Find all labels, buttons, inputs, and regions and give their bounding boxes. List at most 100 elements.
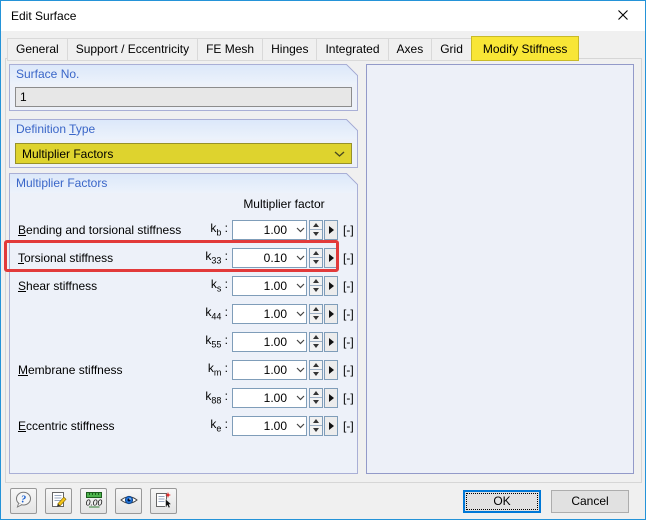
k33-spinner[interactable] [309,247,323,268]
row-label: Eccentric stiffness [18,418,115,433]
multiplier-factor-column-header: Multiplier factor [243,197,325,211]
row-symbol: k55 : [205,333,228,350]
unit-label: [-] [343,334,354,349]
comment-button[interactable] [45,488,72,514]
spin-up-icon[interactable] [310,277,322,286]
tab-grid[interactable]: Grid [431,38,472,61]
spin-down-icon[interactable] [310,426,322,435]
spin-up-icon[interactable] [310,417,322,426]
row-k88: k88 : 1.00 [-] [18,387,357,408]
spin-up-icon[interactable] [310,389,322,398]
multiplier-factors-group: Multiplier Factors Multiplier factor Ben… [4,173,358,474]
spin-up-icon[interactable] [310,361,322,370]
chevron-down-icon [294,283,306,289]
tab-page: Surface No. 1 Definition Type Multiplier… [4,58,642,483]
unit-label: [-] [343,278,354,293]
chevron-down-icon [294,367,306,373]
titlebar: Edit Surface [1,1,645,31]
tab-integrated[interactable]: Integrated [316,38,389,61]
ok-button[interactable]: OK [463,489,541,513]
k55-combobox[interactable]: 1.00 [232,331,307,352]
spin-down-icon[interactable] [310,286,322,295]
definition-type-value: Multiplier Factors [22,146,114,161]
spin-up-icon[interactable] [310,221,322,230]
row-label: Membrane stiffness [18,362,123,377]
row-symbol: k88 : [205,389,228,406]
tab-strip: General Support / Eccentricity FE Mesh H… [7,36,580,61]
tab-general[interactable]: General [7,38,68,61]
display-properties-button[interactable] [115,488,142,514]
spin-down-icon[interactable] [310,398,322,407]
multiplier-factors-header: Multiplier Factors [10,174,357,193]
chevron-down-icon [294,227,306,233]
footer: ? [1,488,645,514]
tab-support-eccentricity[interactable]: Support / Eccentricity [66,38,199,61]
tab-fe-mesh[interactable]: FE Mesh [197,38,264,61]
definition-type-dropdown[interactable]: Multiplier Factors [15,143,352,164]
ks-spinner[interactable] [309,275,323,296]
ke-detail-arrow-button[interactable] [324,415,338,436]
tab-hinges[interactable]: Hinges [262,38,318,61]
kb-combobox[interactable]: 1.00 [232,219,307,240]
unit-label: [-] [343,306,354,321]
row-bending-torsional-stiffness: Bending and torsional stiffness kb : 1.0… [18,219,357,240]
km-combobox[interactable]: 1.00 [232,359,307,380]
ks-combobox[interactable]: 1.00 [232,275,307,296]
unit-label: [-] [343,418,354,433]
spin-up-icon[interactable] [310,305,322,314]
apply-to-surfaces-button[interactable] [150,488,177,514]
cancel-button[interactable]: Cancel [551,489,629,513]
surface-no-field: 1 [15,87,352,107]
k44-combobox[interactable]: 1.00 [232,303,307,324]
row-symbol: km : [207,361,228,378]
dialog-title: Edit Surface [11,9,77,23]
chevron-down-icon [294,395,306,401]
row-torsional-stiffness: Torsional stiffness k33 : 0.10 [-] [18,247,357,268]
spin-down-icon[interactable] [310,314,322,323]
km-spinner[interactable] [309,359,323,380]
chevron-down-icon [334,147,345,161]
row-label: Shear stiffness [18,278,98,293]
km-detail-arrow-button[interactable] [324,359,338,380]
k33-combobox[interactable]: 0.10 [232,247,307,268]
close-icon [617,9,629,24]
row-k55: k55 : 1.00 [-] [18,331,357,352]
tab-modify-stiffness[interactable]: Modify Stiffness [470,36,580,61]
spin-down-icon[interactable] [310,258,322,267]
units-button[interactable]: 0.00 [80,488,107,514]
kb-spinner[interactable] [309,219,323,240]
k44-detail-arrow-button[interactable] [324,303,338,324]
preview-panel [366,64,634,474]
ke-combobox[interactable]: 1.00 [232,415,307,436]
k88-spinner[interactable] [309,387,323,408]
spin-down-icon[interactable] [310,370,322,379]
k44-spinner[interactable] [309,303,323,324]
row-symbol: ks : [210,277,228,294]
units-decimal-icon: 0.00 [84,491,104,512]
apply-pick-icon [155,491,173,512]
k55-detail-arrow-button[interactable] [324,331,338,352]
k88-combobox[interactable]: 1.00 [232,387,307,408]
k55-spinner[interactable] [309,331,323,352]
k88-detail-arrow-button[interactable] [324,387,338,408]
chevron-down-icon [294,423,306,429]
tab-axes[interactable]: Axes [387,38,433,61]
spin-up-icon[interactable] [310,249,322,258]
help-button[interactable]: ? [10,488,37,514]
spin-down-icon[interactable] [310,230,322,239]
spin-up-icon[interactable] [310,333,322,342]
row-symbol: k33 : [205,249,228,266]
chevron-down-icon [294,311,306,317]
unit-label: [-] [343,250,354,265]
ke-spinner[interactable] [309,415,323,436]
close-button[interactable] [600,1,645,31]
spin-down-icon[interactable] [310,342,322,351]
svg-text:?: ? [21,494,26,505]
row-symbol: kb : [210,221,228,238]
kb-detail-arrow-button[interactable] [324,219,338,240]
surface-no-header: Surface No. [10,65,357,84]
svg-text:0.00: 0.00 [85,497,102,507]
k33-detail-arrow-button[interactable] [324,247,338,268]
row-k44: k44 : 1.00 [-] [18,303,357,324]
ks-detail-arrow-button[interactable] [324,275,338,296]
